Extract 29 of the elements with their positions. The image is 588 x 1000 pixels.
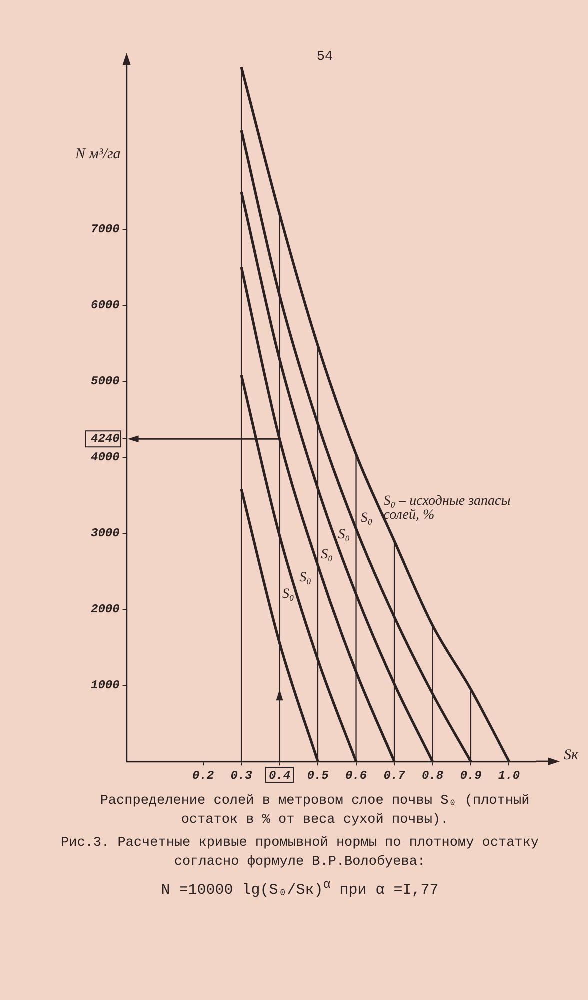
x-tick-label: 0.2: [192, 768, 214, 783]
annotation: 54: [316, 49, 334, 67]
x-tick-label: 0.4: [268, 768, 291, 783]
x-tick-label: 0.6: [345, 768, 368, 783]
x-tick-label: 0.9: [460, 768, 482, 783]
x-tick-label: 1.0: [498, 768, 520, 783]
text: Рис.3. Расчетные кривые промывной нормы по плотному остатку согласно формуле В.Р.Волобуева:: [60, 835, 540, 872]
x-axis-title: Sк: [564, 748, 580, 764]
annotation: S₀ – исходные запасы солей, %: [384, 494, 511, 524]
x-tick-label: 0.3: [230, 768, 252, 783]
y-tick-label: 2000: [90, 602, 120, 617]
annotation: S₀: [360, 510, 373, 526]
y-tick-label: 4000: [90, 450, 120, 464]
y-tick-label: 6000: [90, 298, 120, 312]
y-tick-label: 5000: [90, 374, 120, 388]
x-tick-label: 0.5: [307, 768, 330, 783]
text: N =10000 lg(S₀/Sк)$^{α}$ при α =I,77: [160, 877, 440, 900]
y-axis-title: N м³/га: [74, 146, 121, 162]
x-tick-label: 0.7: [384, 768, 406, 783]
y-tick-label: 7000: [90, 222, 120, 236]
annotation: S₀: [282, 586, 294, 602]
annotation: S₀: [321, 547, 334, 562]
y-tick-label: 4240: [90, 432, 120, 446]
y-tick-label: 1000: [90, 678, 120, 693]
text: Распределение солей в метровом слое почвы S₀ (плотный остаток в % от веса сухой почвы).: [99, 793, 531, 830]
annotation: S₀: [338, 528, 350, 543]
annotation: S₀: [300, 570, 312, 586]
x-tick-label: 0.8: [422, 768, 444, 783]
y-tick-label: 3000: [90, 526, 120, 540]
